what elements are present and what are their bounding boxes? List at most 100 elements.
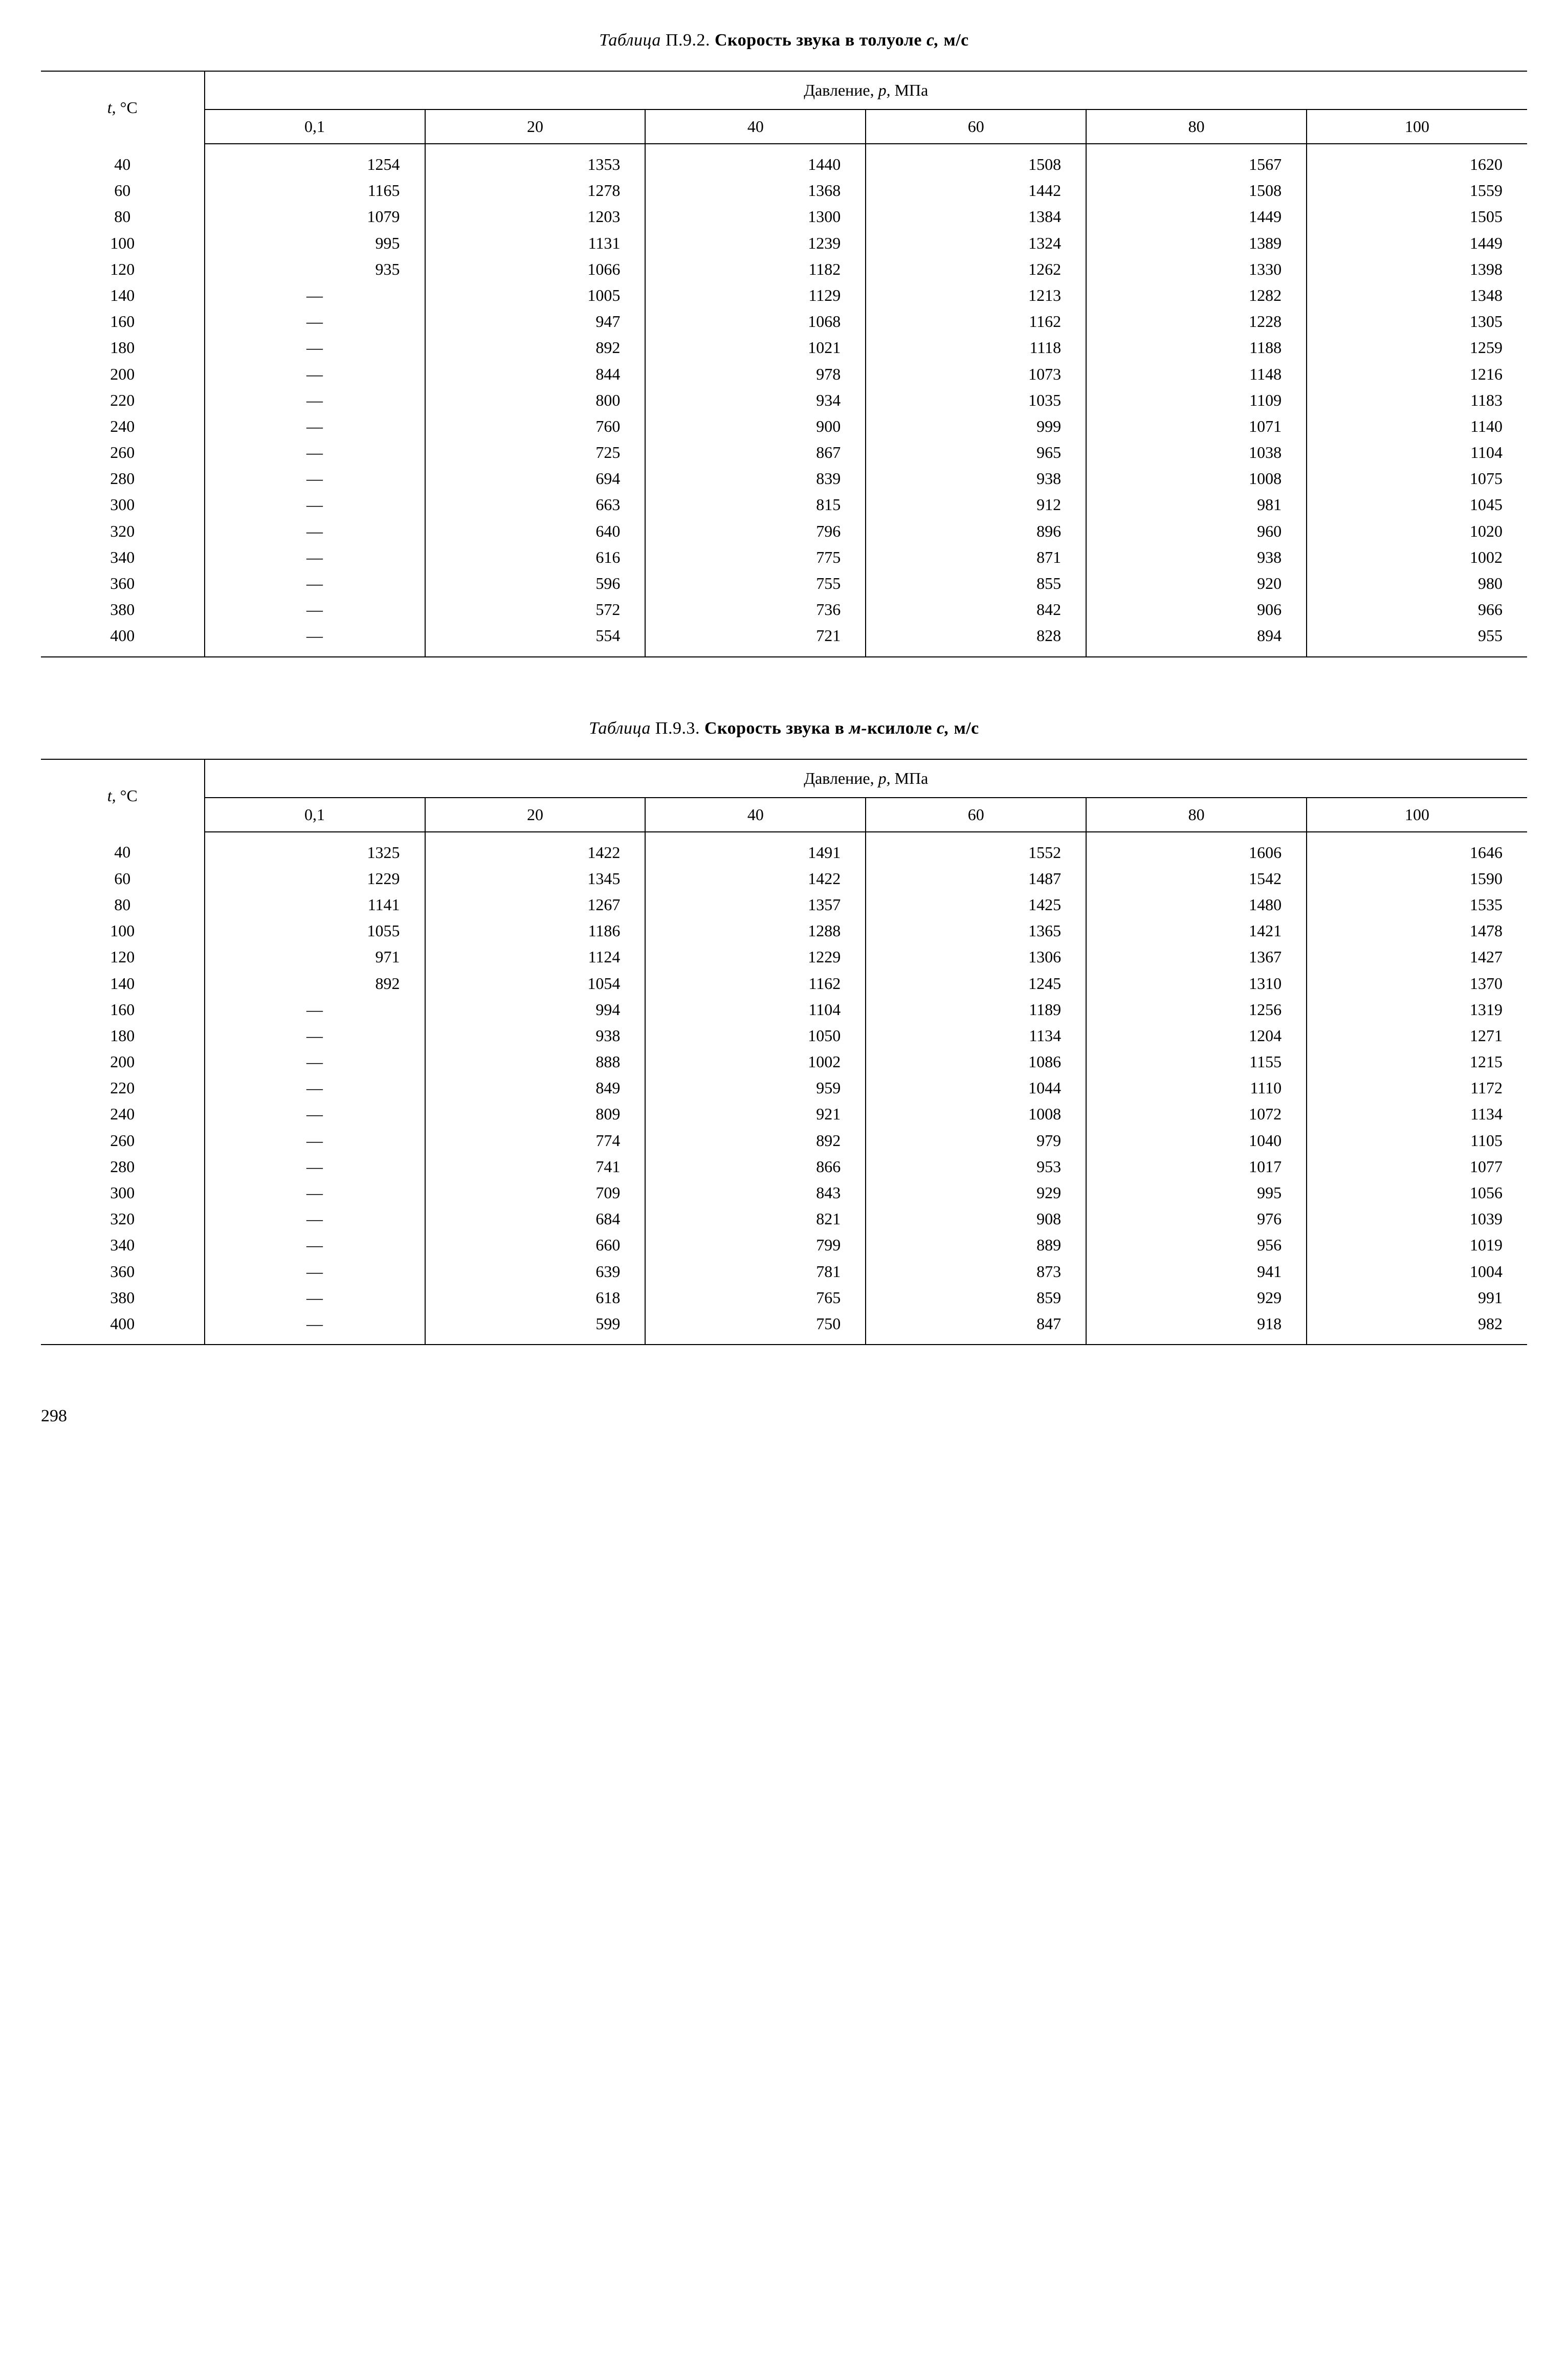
data-cell: 1055 (205, 918, 425, 944)
data-cell: 765 (645, 1285, 866, 1311)
column-header: 60 (866, 109, 1086, 144)
data-cell: 684 (425, 1206, 646, 1232)
temp-cell: 220 (41, 387, 205, 413)
column-header: 80 (1086, 109, 1307, 144)
data-cell: 888 (425, 1049, 646, 1075)
data-cell: 1162 (645, 971, 866, 997)
data-cell: 1310 (1086, 971, 1307, 997)
table-2-label: Таблица (589, 719, 651, 738)
data-cell: 900 (645, 413, 866, 439)
temp-cell: 260 (41, 439, 205, 466)
data-cell: — (205, 1259, 425, 1285)
temp-cell: 120 (41, 256, 205, 282)
data-cell: — (205, 413, 425, 439)
data-cell: 1045 (1307, 492, 1527, 518)
data-cell: 929 (866, 1180, 1086, 1206)
column-header: 0,1 (205, 109, 425, 144)
data-cell: 800 (425, 387, 646, 413)
data-cell: 596 (425, 570, 646, 597)
table-1-label: Таблица (599, 31, 661, 50)
pressure-var: p, (878, 81, 891, 99)
temp-cell: 340 (41, 544, 205, 570)
data-cell: 1245 (866, 971, 1086, 997)
data-cell: 1398 (1307, 256, 1527, 282)
temp-cell: 260 (41, 1128, 205, 1154)
data-cell: — (205, 1285, 425, 1311)
data-cell: 1004 (1307, 1259, 1527, 1285)
data-cell: — (205, 1311, 425, 1345)
data-cell: 1508 (866, 144, 1086, 178)
data-cell: 955 (1307, 623, 1527, 656)
column-header: 40 (645, 109, 866, 144)
data-cell: 1162 (866, 309, 1086, 335)
data-cell: 639 (425, 1259, 646, 1285)
column-header: 100 (1307, 109, 1527, 144)
data-cell: 871 (866, 544, 1086, 570)
data-cell: 1282 (1086, 282, 1307, 309)
data-cell: 1239 (645, 230, 866, 256)
data-cell: — (205, 361, 425, 387)
data-cell: 1204 (1086, 1023, 1307, 1049)
column-header: 20 (425, 798, 646, 832)
data-cell: 1188 (1086, 335, 1307, 361)
data-cell: 809 (425, 1101, 646, 1127)
data-cell: 1421 (1086, 918, 1307, 944)
temp-cell: 360 (41, 570, 205, 597)
data-cell: 855 (866, 570, 1086, 597)
data-cell: 1040 (1086, 1128, 1307, 1154)
data-cell: 867 (645, 439, 866, 466)
data-cell: 1254 (205, 144, 425, 178)
data-cell: 966 (1307, 597, 1527, 623)
data-cell: 1228 (1086, 309, 1307, 335)
temp-cell: 380 (41, 597, 205, 623)
data-cell: 1505 (1307, 204, 1527, 230)
data-cell: 828 (866, 623, 1086, 656)
data-cell: 1038 (1086, 439, 1307, 466)
pressure-label-2: Давление, (804, 769, 874, 787)
data-cell: 1124 (425, 944, 646, 970)
data-cell: 995 (1086, 1180, 1307, 1206)
column-header: 0,1 (205, 798, 425, 832)
data-cell: 1288 (645, 918, 866, 944)
data-cell: 1300 (645, 204, 866, 230)
temp-cell: 80 (41, 892, 205, 918)
data-cell: 736 (645, 597, 866, 623)
temp-cell: 280 (41, 466, 205, 492)
data-cell: 918 (1086, 1311, 1307, 1345)
data-cell: 978 (645, 361, 866, 387)
table-1-row-header: t, °С (41, 71, 205, 144)
page-number: 298 (41, 1406, 1527, 1426)
data-cell: 912 (866, 492, 1086, 518)
data-cell: 971 (205, 944, 425, 970)
data-cell: 982 (1307, 1311, 1527, 1345)
row-header-unit: °С (120, 98, 138, 117)
data-cell: 725 (425, 439, 646, 466)
data-cell: 799 (645, 1232, 866, 1258)
data-cell: 1487 (866, 866, 1086, 892)
data-cell: 999 (866, 413, 1086, 439)
data-cell: 1110 (1086, 1075, 1307, 1101)
temp-cell: 360 (41, 1259, 205, 1285)
data-cell: 1508 (1086, 178, 1307, 204)
data-cell: 1278 (425, 178, 646, 204)
data-cell: 1646 (1307, 832, 1527, 866)
table-1-number: П.9.2. (666, 31, 710, 50)
table-2-units: м/с (954, 719, 979, 738)
data-cell: 1422 (425, 832, 646, 866)
data-cell: 839 (645, 466, 866, 492)
data-cell: 1478 (1307, 918, 1527, 944)
data-cell: 894 (1086, 623, 1307, 656)
data-cell: 908 (866, 1206, 1086, 1232)
data-cell: 660 (425, 1232, 646, 1258)
data-cell: 1425 (866, 892, 1086, 918)
temp-cell: 400 (41, 1311, 205, 1345)
data-cell: 1141 (205, 892, 425, 918)
row-header-var-2: t, (107, 786, 116, 805)
temp-cell: 180 (41, 1023, 205, 1049)
data-cell: 1449 (1307, 230, 1527, 256)
data-cell: 1422 (645, 866, 866, 892)
data-cell: 1056 (1307, 1180, 1527, 1206)
table-2: t, °С Давление, p, МПа 0,120406080100 40… (41, 759, 1527, 1346)
data-cell: 920 (1086, 570, 1307, 597)
data-cell: 859 (866, 1285, 1086, 1311)
